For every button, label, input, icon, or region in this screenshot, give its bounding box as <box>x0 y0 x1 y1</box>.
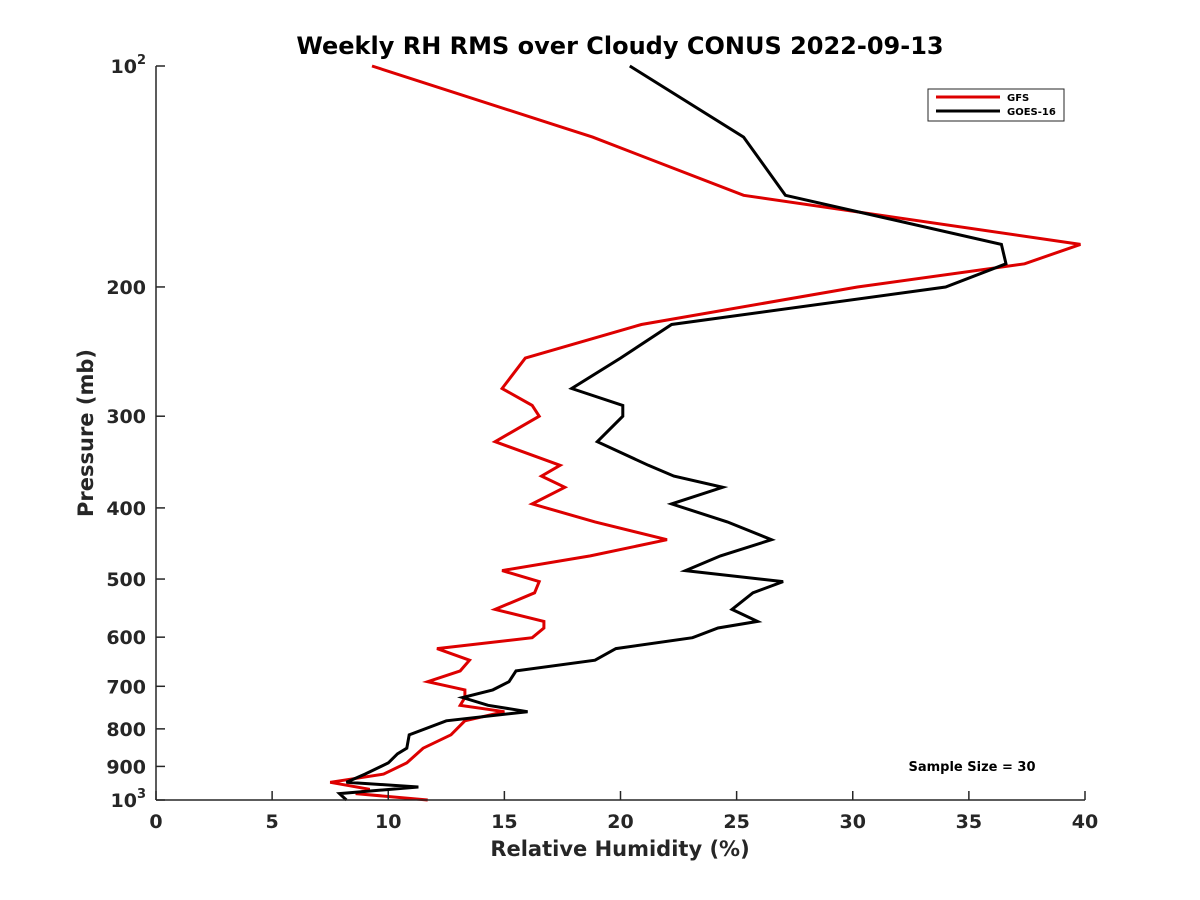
chart-title: Weekly RH RMS over Cloudy CONUS 2022-09-… <box>296 32 943 60</box>
legend: GFS GOES-16 <box>927 88 1065 122</box>
y-tick-label: 300 <box>106 406 146 428</box>
x-tick-label: 20 <box>607 811 633 833</box>
x-tick-label: 35 <box>956 811 982 833</box>
series-layer <box>329 64 1081 802</box>
x-tick-label: 30 <box>840 811 866 833</box>
y-tick-label: 800 <box>106 719 146 741</box>
x-tick-label: 40 <box>1072 811 1098 833</box>
y-axis-label: Pressure (mb) <box>74 349 98 517</box>
x-ticks: 0 5 10 15 20 25 30 35 40 <box>149 791 1098 833</box>
series-line-goes-16 <box>335 64 1008 802</box>
y-tick-label: 700 <box>106 676 146 698</box>
y-tick-label: 400 <box>106 498 146 520</box>
y-tick-label: 200 <box>106 277 146 299</box>
y-tick-label: 103 <box>111 787 147 812</box>
y-ticks: 102 200 300 400 500 600 700 800 900 103 <box>106 53 165 812</box>
x-tick-label: 0 <box>149 811 162 833</box>
legend-label: GFS <box>1007 93 1029 104</box>
series-line-gfs <box>329 64 1081 802</box>
x-tick-label: 5 <box>266 811 279 833</box>
sample-size-annotation: Sample Size = 30 <box>908 760 1035 775</box>
x-axis-label: Relative Humidity (%) <box>490 837 749 861</box>
x-tick-label: 25 <box>723 811 749 833</box>
y-tick-label: 102 <box>111 53 147 78</box>
y-tick-label: 500 <box>106 569 146 591</box>
y-tick-label: 900 <box>106 756 146 778</box>
legend-label: GOES-16 <box>1007 107 1056 118</box>
y-tick-label: 600 <box>106 627 146 649</box>
axes <box>155 66 1085 801</box>
legend-box <box>927 88 1065 122</box>
x-tick-label: 15 <box>491 811 517 833</box>
x-tick-label: 10 <box>375 811 401 833</box>
